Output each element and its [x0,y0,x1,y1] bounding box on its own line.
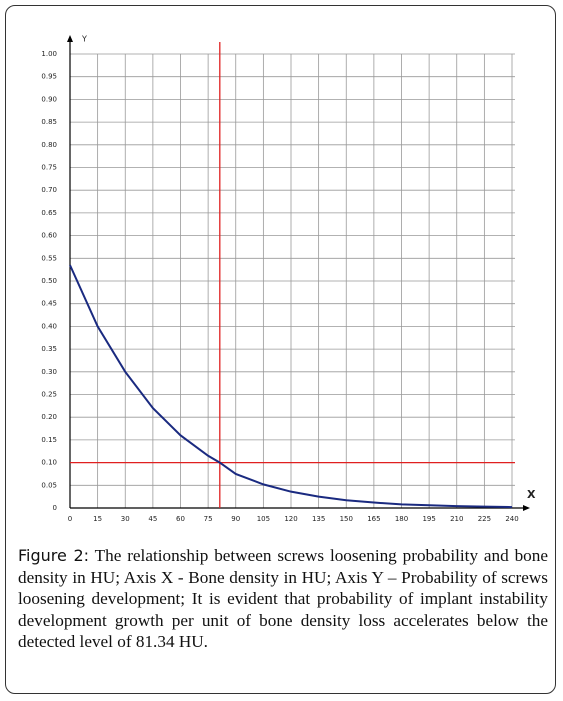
x-tick-label: 210 [450,515,463,523]
caption-text: The relationship between screws loosenin… [18,546,548,651]
x-tick-label: 0 [68,515,72,523]
y-tick-label: 1.00 [41,50,57,58]
caption: Figure 2: The relationship between screw… [18,545,548,653]
x-tick-label: 135 [312,515,325,523]
y-tick-label: 0.70 [41,186,57,194]
frame [5,5,556,694]
y-tick-label: 0.60 [41,232,57,240]
y-tick-label: 0 [53,504,57,512]
x-tick-label: 150 [340,515,353,523]
y-tick-label: 0.20 [41,413,57,421]
y-tick-label: 0.80 [41,141,57,149]
y-tick-label: 0.40 [41,322,57,330]
x-tick-label: 75 [204,515,213,523]
x-tick-label: 30 [121,515,130,523]
x-tick-label: 180 [395,515,408,523]
y-tick-label: 0.45 [41,300,57,308]
y-tick-label: 0.50 [41,277,57,285]
y-tick-label: 0.95 [41,73,57,81]
chart: 0 0.05 0.10 0.15 0.20 0.25 0.30 0.35 0.40 0.45 0.5… [41,35,536,524]
y-tick-label: 0.15 [41,436,57,444]
y-tick-label: 0.75 [41,164,57,172]
y-tick-label: 0.85 [41,118,57,126]
y-tick-label: 0.25 [41,391,57,399]
x-tick-label: 15 [93,515,102,523]
x-tick-label: 60 [176,515,185,523]
y-tick-label: 0.10 [41,459,57,467]
y-tick-label: 0.30 [41,368,57,376]
x-tick-label: 105 [257,515,270,523]
x-tick-label: 240 [505,515,518,523]
y-tick-label: 0.65 [41,209,57,217]
x-tick-label: 90 [231,515,240,523]
y-arrow [67,35,73,42]
y-tick-label: 0.05 [41,481,57,489]
x-axis-label: X [527,488,536,501]
y-axis-label: Y [81,35,87,44]
x-tick-label: 225 [478,515,491,523]
y-tick-label: 0.90 [41,95,57,103]
y-tick-label: 0.35 [41,345,57,353]
y-tick-label: 0.55 [41,254,57,262]
x-tick-label: 195 [422,515,435,523]
x-arrow [523,505,530,511]
line [69,264,513,509]
x-tick-label: 165 [367,515,380,523]
caption-label: Figure 2: [18,546,90,565]
x-tick-label: 120 [284,515,297,523]
x-tick-label: 45 [148,515,157,523]
